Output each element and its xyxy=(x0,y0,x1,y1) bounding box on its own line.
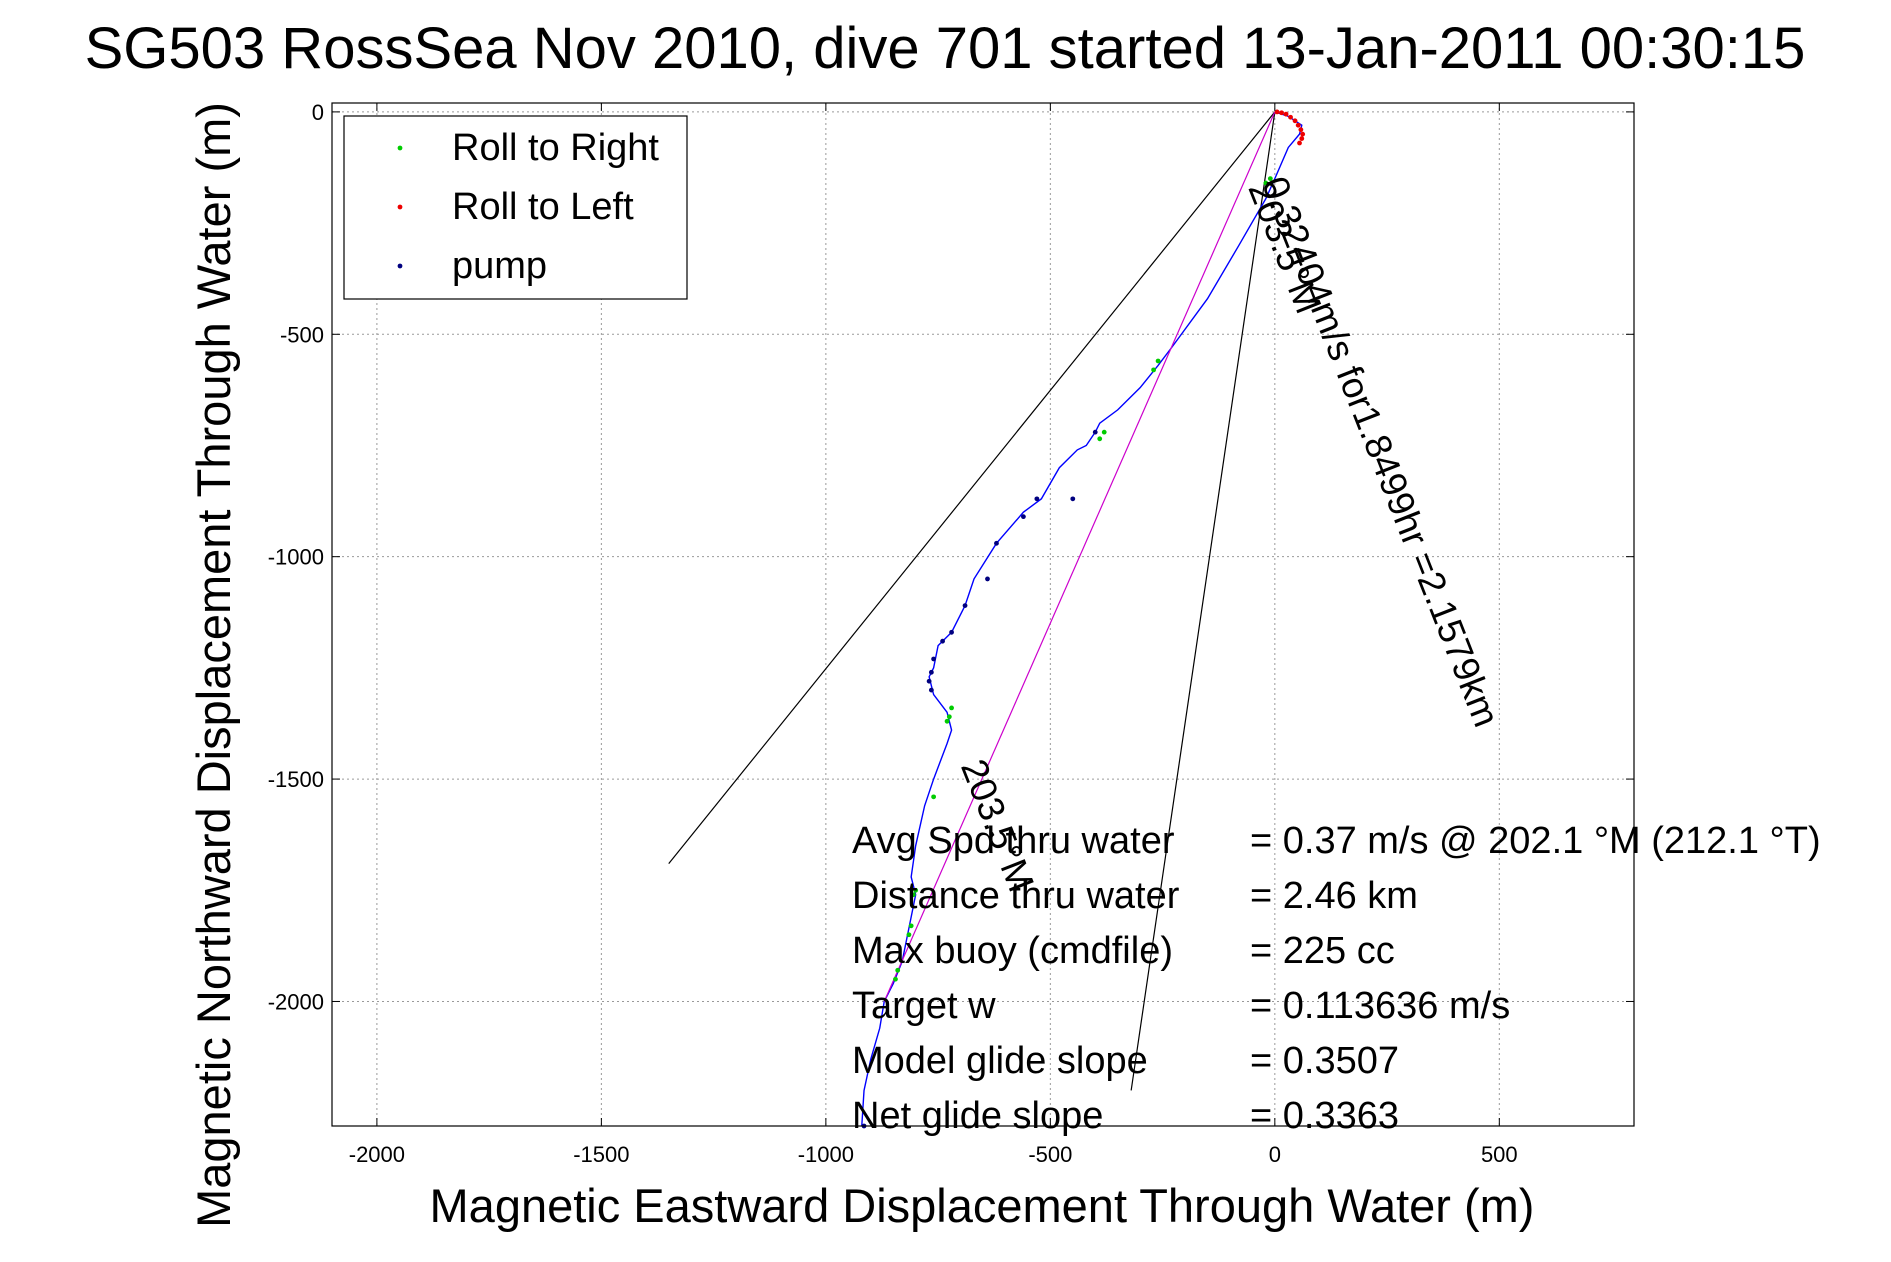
reference-lines xyxy=(668,111,1276,1091)
stat-value: = 225 cc xyxy=(1250,930,1395,972)
reference-line xyxy=(1130,111,1276,1091)
data-point xyxy=(1297,140,1302,146)
data-point xyxy=(1300,131,1306,137)
x-tick-label: -2000 xyxy=(349,1142,405,1167)
chart-title: SG503 RossSea Nov 2010, dive 701 started… xyxy=(85,16,1806,81)
stat-value: = 2.46 km xyxy=(1250,875,1418,917)
y-tick-label: -2000 xyxy=(268,989,324,1014)
data-point xyxy=(1097,436,1103,442)
data-point xyxy=(1292,118,1298,124)
legend-marker xyxy=(397,263,403,269)
series-roll-to-right xyxy=(893,176,1273,982)
data-point xyxy=(1288,114,1293,120)
data-point xyxy=(985,576,990,582)
data-point xyxy=(962,603,968,609)
series-roll-to-left xyxy=(1274,109,1306,146)
data-point xyxy=(1267,176,1273,182)
x-tick-label: 0 xyxy=(1269,1142,1281,1167)
data-point xyxy=(994,540,999,546)
data-point xyxy=(1299,136,1305,141)
x-tick-label: -1500 xyxy=(573,1142,629,1167)
data-point xyxy=(893,976,898,982)
data-point xyxy=(908,923,914,929)
data-point xyxy=(1298,127,1304,133)
y-tick-label: -1500 xyxy=(268,767,324,792)
y-tick-label: -1000 xyxy=(268,545,324,570)
data-point xyxy=(940,638,945,644)
x-axis-ticks: -2000 -1500 -1000 -500 0 500 xyxy=(349,103,1518,1167)
stat-label: Target w xyxy=(852,985,996,1027)
data-point xyxy=(1279,110,1284,116)
data-point xyxy=(911,892,916,898)
data-point xyxy=(1274,109,1280,115)
legend-marker xyxy=(397,145,403,151)
stat-label: Max buoy (cmdfile) xyxy=(852,930,1173,972)
data-point xyxy=(931,656,937,662)
y-axis-label: Magnetic Northward Displacement Through … xyxy=(187,102,240,1228)
y-axis-ticks: 0 -500 -1000 -1500 -2000 xyxy=(268,100,1634,1014)
stat-value: = 0.3507 xyxy=(1250,1040,1399,1082)
data-point xyxy=(1070,496,1076,502)
data-point xyxy=(1263,180,1269,186)
legend-label: Roll to Right xyxy=(452,127,659,169)
legend: Roll to Right Roll to Left pump xyxy=(343,115,688,300)
data-point xyxy=(931,794,937,800)
stat-label: Distance thru water xyxy=(852,875,1180,917)
data-point xyxy=(1295,122,1301,128)
x-axis-label: Magnetic Eastward Displacement Through W… xyxy=(430,1179,1535,1232)
data-point xyxy=(895,967,901,973)
stat-label: Avg Spd thru water xyxy=(852,820,1175,862)
data-point xyxy=(949,705,954,711)
x-tick-label: -1000 xyxy=(798,1142,854,1167)
data-point xyxy=(1101,429,1107,435)
stats-block: Avg Spd thru water = 0.37 m/s @ 202.1 °M … xyxy=(852,820,1821,1137)
data-point xyxy=(928,687,934,693)
y-tick-label: -500 xyxy=(280,322,324,347)
data-point xyxy=(946,714,952,720)
plot-frame xyxy=(331,102,1635,1127)
stat-value: = 0.113636 m/s xyxy=(1250,985,1510,1027)
data-point xyxy=(1151,367,1157,373)
data-point xyxy=(928,669,934,675)
x-tick-label: -500 xyxy=(1028,1142,1072,1167)
stat-value: = 0.3363 xyxy=(1250,1095,1399,1137)
data-point xyxy=(926,678,932,684)
data-point xyxy=(1034,496,1040,502)
legend-label: pump xyxy=(452,245,547,287)
stat-label: Model glide slope xyxy=(852,1040,1148,1082)
stat-label: Net glide slope xyxy=(852,1095,1103,1137)
series-layer xyxy=(861,109,1306,1129)
reference-line xyxy=(668,111,1276,864)
data-point xyxy=(1283,111,1289,117)
data-point xyxy=(949,629,954,635)
data-point xyxy=(906,932,912,938)
legend-marker xyxy=(397,204,403,210)
stat-value: = 0.37 m/s @ 202.1 °M (212.1 °T) xyxy=(1250,820,1821,862)
y-tick-label: 0 xyxy=(312,100,324,125)
x-tick-label: 500 xyxy=(1481,1142,1518,1167)
course-line xyxy=(883,111,1276,1002)
data-point xyxy=(1092,429,1098,435)
data-point xyxy=(944,718,950,724)
data-point xyxy=(913,887,919,893)
data-point xyxy=(1155,358,1161,364)
legend-label: Roll to Left xyxy=(452,186,634,228)
data-point xyxy=(1021,514,1026,520)
